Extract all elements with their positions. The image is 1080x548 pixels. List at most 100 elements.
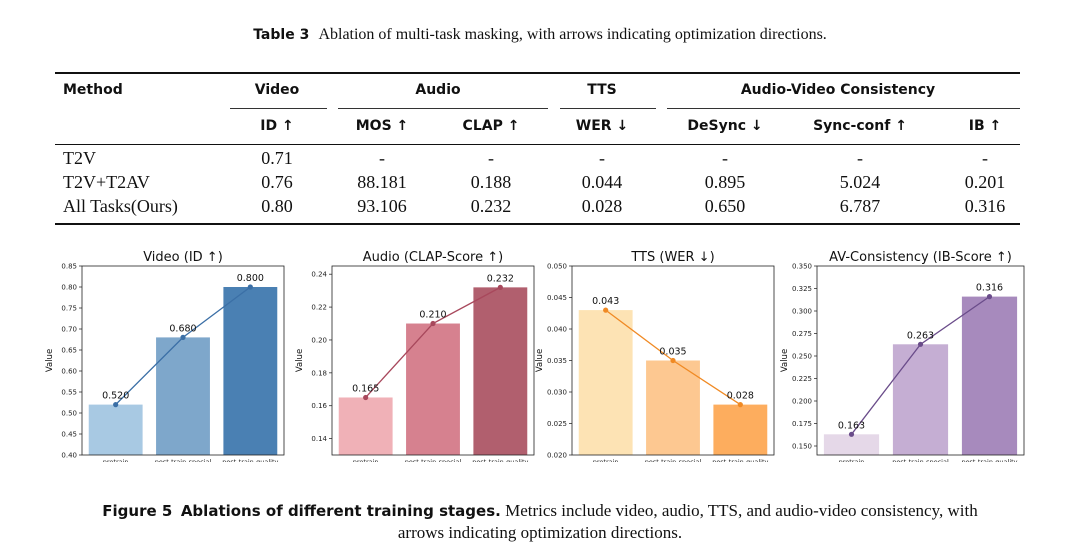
row-cell: - (379, 148, 385, 168)
y-tick-label: 0.175 (792, 420, 812, 428)
group-rule-tts (560, 108, 656, 109)
chart-title: AV-Consistency (IB-Score ↑) (829, 250, 1012, 265)
header-video: Video (254, 82, 300, 98)
y-tick-label: 0.80 (61, 284, 77, 292)
y-tick-label: 0.65 (61, 347, 77, 355)
x-tick-label: pretrain (839, 458, 865, 462)
video-id-chart: Video (ID ↑) 0.40 0.45 0.50 0.55 0.60 0.65 0.70… (45, 250, 285, 462)
data-label: 0.035 (659, 347, 686, 358)
subheader-mos: MOS ↑ (355, 118, 409, 134)
y-tick-label: 0.200 (792, 398, 812, 406)
data-label: 0.165 (352, 383, 379, 394)
data-label: 0.800 (237, 273, 264, 284)
y-tick-label: 0.24 (311, 271, 327, 279)
x-tick-label: post-train-quality (712, 458, 768, 462)
row-cell: - (599, 148, 605, 168)
figure-caption-line2: arrows indicating optimization direction… (397, 523, 683, 542)
y-tick-label: 0.020 (547, 452, 567, 460)
y-tick-label: 0.16 (311, 402, 327, 410)
y-tick-label: 0.55 (61, 389, 77, 397)
subheader-desync: DeSync ↓ (687, 118, 763, 134)
figure-caption-bold: Ablations of different training stages. (180, 502, 501, 520)
data-label: 0.232 (487, 273, 514, 284)
row-cell: 0.044 (581, 172, 623, 192)
y-axis-label: Value (780, 349, 790, 372)
y-tick-label: 0.050 (547, 263, 567, 271)
bar (823, 434, 880, 455)
bar (646, 360, 700, 455)
row-cell: 0.650 (704, 196, 746, 216)
data-point (497, 284, 503, 290)
bar (338, 397, 393, 455)
data-point (247, 284, 253, 290)
x-tick-label: post-train-quality (472, 458, 528, 462)
y-tick-label: 0.50 (61, 410, 77, 418)
subheader-id: ID ↑ (260, 118, 294, 134)
data-point (603, 307, 609, 313)
data-point (363, 394, 369, 401)
figure-caption-label: Figure 5 (102, 502, 173, 520)
plot-frame (816, 265, 1025, 456)
subheader-clap: CLAP ↑ (462, 118, 520, 134)
x-tick-label: pretrain (593, 458, 619, 462)
y-tick-label: 0.45 (61, 431, 77, 439)
y-tick-label: 0.18 (311, 369, 327, 377)
x-tick-label: post-train-special (155, 458, 212, 462)
chart-title: Video (ID ↑) (143, 250, 223, 265)
data-point (986, 294, 993, 300)
data-point (113, 402, 119, 408)
row-cell: - (722, 148, 728, 168)
chart-title: TTS (WER ↓) (630, 250, 714, 265)
bar (223, 287, 278, 455)
row-cell: 0.316 (964, 196, 1006, 216)
y-tick-label: 0.030 (547, 389, 567, 397)
row-cell: 0.71 (261, 148, 293, 168)
data-point (180, 334, 186, 340)
group-rule-audio (338, 108, 548, 109)
data-label: 0.316 (976, 283, 1003, 294)
y-axis-label: Value (535, 349, 545, 372)
x-tick-label: post-train-quality (222, 458, 278, 462)
row-cell: 5.024 (839, 172, 881, 192)
data-point (670, 357, 676, 364)
x-tick-label: post-train-special (892, 458, 949, 462)
row-cell: 0.232 (470, 196, 512, 216)
table-caption: Table 3 Ablation of multi-task masking, … (0, 26, 1080, 44)
y-tick-label: 0.85 (61, 263, 77, 271)
y-tick-label: 0.70 (61, 326, 77, 334)
subheader-ib: IB ↑ (968, 118, 1002, 134)
y-tick-label: 0.035 (547, 357, 567, 365)
group-rule-video (230, 108, 327, 109)
figure-caption: Figure 5 Ablations of different training… (0, 500, 1080, 544)
row-method: All Tasks(Ours) (63, 196, 178, 216)
header-tts: TTS (587, 82, 617, 98)
row-cell: 0.188 (470, 172, 512, 192)
y-axis-label: Value (295, 349, 305, 372)
figure-caption-line1: Metrics include video, audio, TTS, and a… (505, 501, 978, 520)
y-tick-label: 0.40 (61, 452, 77, 460)
header-audio: Audio (415, 82, 461, 98)
y-tick-label: 0.14 (311, 435, 327, 443)
table-caption-label: Table 3 (253, 27, 310, 43)
data-label: 0.028 (727, 391, 754, 402)
row-method: T2V (63, 148, 96, 168)
y-tick-label: 0.350 (792, 263, 812, 271)
y-tick-label: 0.025 (547, 420, 567, 428)
row-cell: 0.80 (261, 196, 293, 216)
bar (156, 337, 210, 455)
row-cell: 0.028 (581, 196, 623, 216)
y-tick-label: 0.325 (792, 285, 812, 293)
row-cell: - (857, 148, 863, 168)
data-label: 0.210 (419, 310, 446, 321)
y-tick-label: 0.150 (792, 443, 812, 451)
bar (473, 287, 528, 455)
tts-wer-chart: TTS (WER ↓) 0.020 0.025 0.030 0.035 0.040 0.04… (535, 250, 775, 462)
x-tick-label: pretrain (353, 458, 379, 462)
table-mid-rule (55, 144, 1020, 145)
bar (578, 310, 633, 455)
data-point (737, 402, 743, 408)
bar (892, 344, 949, 455)
row-cell: 6.787 (839, 196, 881, 216)
y-tick-label: 0.250 (792, 353, 812, 361)
bar (713, 404, 768, 455)
